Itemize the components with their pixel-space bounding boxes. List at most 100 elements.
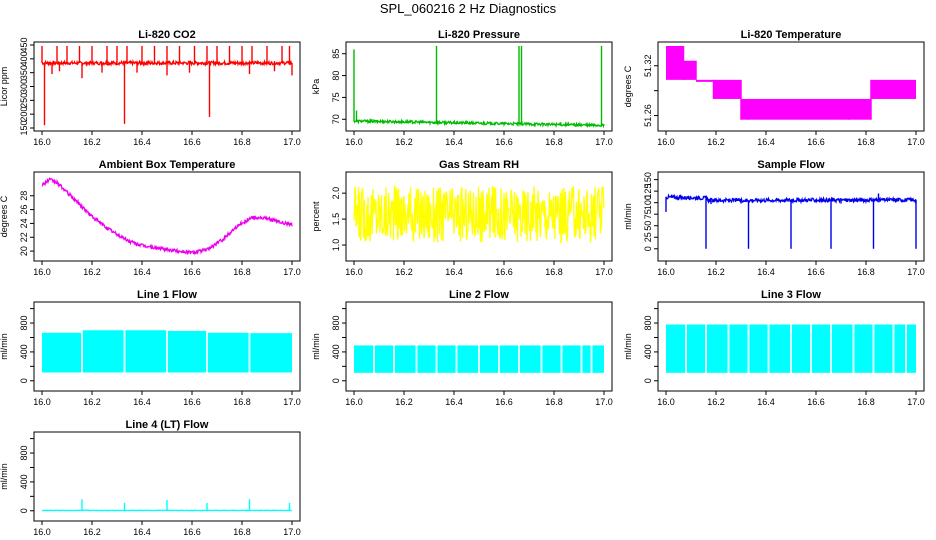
x-tick-label: 16.6 [183,527,201,537]
data-gap [518,305,520,388]
y-axis-label: degrees C [0,195,9,237]
chart-title: Gas Stream RH [439,159,519,171]
data-gap [540,305,543,388]
x-tick-label: 16.8 [233,397,251,407]
plot-frame [657,41,925,132]
x-tick-label: 17.0 [907,397,925,407]
chart-title: Line 4 (LT) Flow [126,419,209,431]
data-series-line [353,185,605,244]
y-tick-label: 150 [643,172,653,187]
y-tick-label: 250 [19,93,29,108]
data-gap [905,305,907,388]
x-tick-label: 16.2 [83,527,101,537]
plot-frame [33,301,301,392]
data-gap [498,305,500,388]
chart-panel: Line 3 Flow ml/min 16.0 16.2 16.4 16.6 16.8 17.… [623,289,925,407]
y-tick-label: 24 [19,218,29,228]
x-tick-label: 16.0 [345,397,363,407]
data-gap [435,305,438,388]
y-tick-label: 400 [331,344,341,359]
data-band [207,332,250,373]
data-gap [790,305,792,388]
data-band [124,330,167,373]
page-title: SPL_060216 2 Hz Diagnostics [379,1,557,16]
y-axis-label: ml/min [623,333,633,360]
data-gap [123,305,126,388]
y-tick-label: 300 [19,79,29,94]
y-tick-label: 0 [19,378,29,383]
y-tick-label: 51.32 [643,54,653,77]
chart-panel: Ambient Box Temperature degrees C 16.0 16.2… [0,159,301,277]
data-gap [580,305,583,388]
chart-title: Line 1 Flow [137,289,197,301]
x-tick-label: 16.0 [33,137,51,147]
x-tick-label: 16.4 [133,267,151,277]
x-tick-label: 16.6 [183,397,201,407]
y-tick-label: 100 [643,195,653,210]
data-gap [166,305,168,388]
x-tick-label: 16.2 [395,397,413,407]
chart-title: Line 3 Flow [761,289,821,301]
data-gap [810,305,812,388]
x-tick-label: 16.4 [757,137,775,147]
y-tick-label: 400 [19,344,29,359]
y-tick-label: 26 [19,205,29,215]
y-axis-label: kPa [311,79,321,95]
y-tick-label: 0 [331,378,341,383]
data-gap [685,305,687,388]
x-tick-label: 16.0 [657,137,675,147]
x-tick-label: 16.4 [757,267,775,277]
chart-panel: Li-820 Temperature degrees C 16.0 16.2 16.4 1… [623,29,925,147]
y-axis-label: Licor ppm [0,67,9,107]
y-tick-label: 350 [19,65,29,80]
y-axis-label: ml/min [311,333,321,360]
x-tick-label: 16.0 [657,397,675,407]
y-tick-label: 1.0 [331,239,341,252]
x-tick-label: 17.0 [595,267,613,277]
x-tick-label: 16.2 [395,137,413,147]
plot-frame [33,171,301,262]
y-tick-label: 50 [643,221,653,231]
x-tick-label: 16.8 [857,397,875,407]
x-tick-label: 16.8 [545,137,563,147]
data-band [713,79,741,99]
y-axis-label: percent [311,201,321,232]
x-tick-label: 16.4 [133,137,151,147]
y-tick-label: 800 [643,316,653,331]
x-tick-label: 16.6 [807,267,825,277]
x-tick-label: 16.4 [133,527,151,537]
x-tick-label: 16.8 [233,267,251,277]
chart-panel: Line 4 (LT) Flow ml/min 16.0 16.2 16.4 16.6 16… [0,419,301,537]
y-tick-label: 1.5 [331,213,341,226]
y-tick-label: 125 [643,184,653,199]
y-tick-label: 0 [19,508,29,513]
y-tick-label: 28 [19,191,29,201]
y-tick-label: 400 [643,344,653,359]
y-tick-label: 22 [19,232,29,242]
y-axis-label: degrees C [623,65,633,107]
y-tick-label: 80 [331,71,341,81]
y-tick-label: 400 [19,51,29,66]
chart-panel: Line 2 Flow ml/min 16.0 16.2 16.4 16.6 16.8 17.… [311,289,613,407]
chart-panel: Gas Stream RH percent 16.0 16.2 16.4 16.6 16.8… [311,159,613,277]
x-tick-label: 16.6 [183,137,201,147]
data-band [666,46,684,80]
data-band [848,98,871,120]
data-band [82,330,125,373]
x-tick-label: 16.8 [857,267,875,277]
x-tick-label: 16.0 [33,527,51,537]
data-gap [747,305,750,388]
x-tick-label: 16.0 [33,397,51,407]
x-tick-label: 16.8 [233,527,251,537]
x-tick-label: 17.0 [283,267,301,277]
x-tick-label: 16.2 [395,267,413,277]
data-band [683,60,696,80]
plot-frame [345,171,613,262]
y-tick-label: 2.0 [331,187,341,200]
x-tick-label: 16.4 [757,397,775,407]
x-tick-label: 16.6 [807,137,825,147]
x-tick-label: 16.8 [545,397,563,407]
data-gap [590,305,593,388]
plot-frame [33,431,301,522]
